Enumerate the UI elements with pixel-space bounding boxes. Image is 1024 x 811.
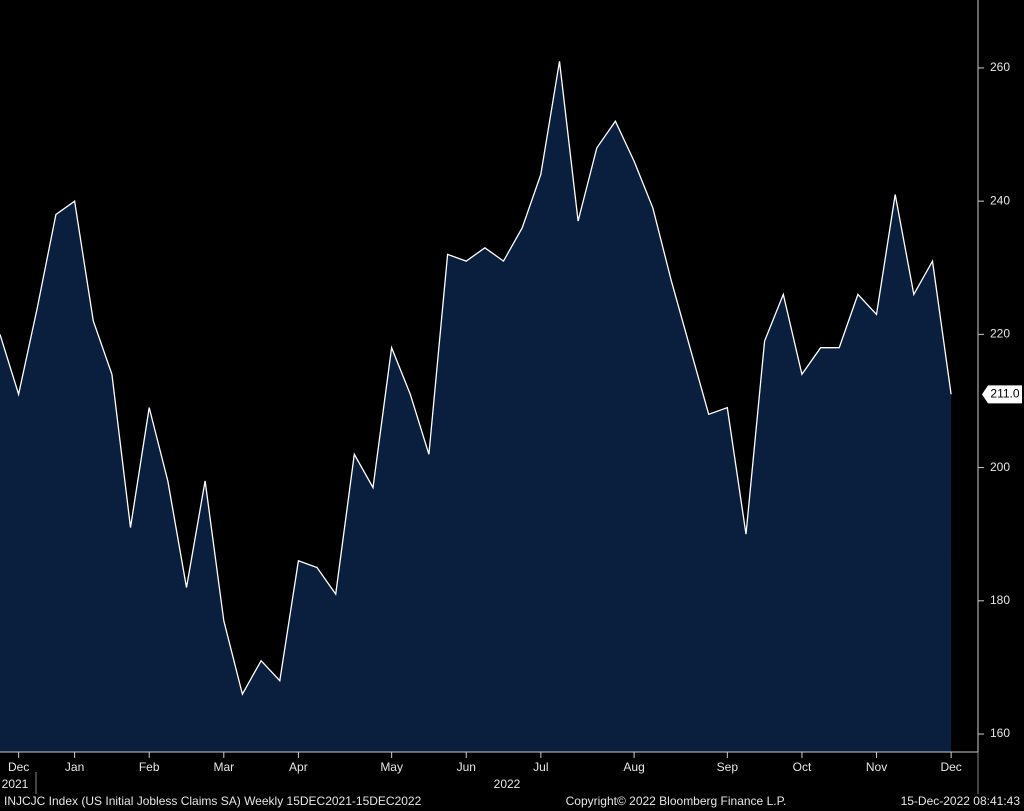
x-tick-label: Oct [793,760,812,774]
y-tick-label: 240 [990,193,1010,207]
timestamp: 15-Dec-2022 08:41:43 [901,794,1021,808]
x-tick-label: Feb [139,760,160,774]
y-tick-label: 160 [990,726,1010,740]
y-tick-label: 200 [990,460,1010,474]
x-tick-label: Dec [8,760,29,774]
year-label: 2021 [2,777,29,791]
x-tick-label: Jan [65,760,84,774]
x-tick-label: Jun [457,760,476,774]
copyright: Copyright© 2022 Bloomberg Finance L.P. [566,794,787,808]
last-value-label: 211.0 [990,386,1019,400]
x-tick-label: Dec [940,760,961,774]
line [0,61,952,696]
y-tick-label: 180 [990,593,1010,607]
area [0,61,952,753]
last-value-box [982,385,1022,404]
y-tick-label: 220 [990,327,1010,341]
x-tick-label: Apr [289,760,308,774]
y-tick-label: 260 [990,60,1010,74]
x-tick-label: Mar [213,760,234,774]
x-tick-label: Aug [623,760,644,774]
x-tick-label: Jul [533,760,548,774]
x-tick-label: Sep [717,760,739,774]
year-label: 2022 [494,777,521,791]
x-tick-label: Nov [866,760,887,774]
x-tick-label: May [380,760,403,774]
footer-title: INJCJC Index (US Initial Jobless Claims … [4,794,422,808]
